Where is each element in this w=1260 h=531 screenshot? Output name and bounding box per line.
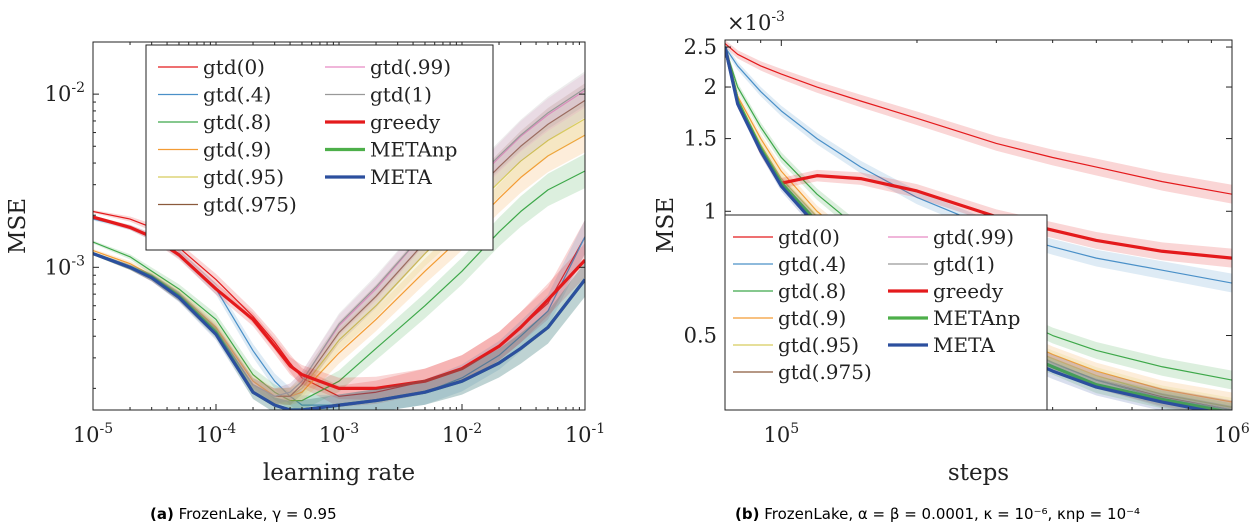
x-tick-label: 10-3 bbox=[319, 421, 359, 447]
x-tick-label: 10-4 bbox=[196, 421, 236, 447]
series-line-gtd(.8) bbox=[93, 170, 585, 402]
legend-label-gtd(.95): gtd(.95) bbox=[203, 165, 284, 189]
x-tick-label: 106 bbox=[1214, 421, 1250, 447]
x-tick-label: 10-2 bbox=[442, 421, 482, 447]
series-band-8 bbox=[725, 43, 1232, 268]
series-band-0 bbox=[93, 210, 585, 407]
x-tick-label: 10-1 bbox=[565, 421, 605, 447]
caption-a-tag: (a) bbox=[150, 505, 174, 523]
chart-panel-b: 105 1060.511.522.5stepsMSE×10-3gtd(0)gtd(… bbox=[653, 9, 1250, 486]
y-multiplier-label: ×10-3 bbox=[727, 9, 785, 35]
legend-label-gtd(0): gtd(0) bbox=[778, 225, 840, 249]
legend-label-gtd(1): gtd(1) bbox=[933, 252, 995, 276]
x-axis-label: learning rate bbox=[263, 460, 415, 486]
caption-b-text: FrozenLake, α = β = 0.0001, κ = 10⁻⁶, κn… bbox=[764, 505, 1141, 523]
legend-label-gtd(1): gtd(1) bbox=[370, 83, 432, 107]
series-band-10 bbox=[93, 252, 585, 410]
series-line-gtd(.4) bbox=[725, 46, 1232, 284]
legend-label-gtd(.99): gtd(.99) bbox=[933, 225, 1014, 249]
y-tick-label: 10-3 bbox=[45, 253, 85, 279]
legend-label-gtd(.9): gtd(.9) bbox=[778, 306, 846, 330]
legend-label-gtd(.4): gtd(.4) bbox=[203, 83, 271, 107]
series-band-3 bbox=[93, 118, 585, 406]
series-band-9 bbox=[93, 252, 585, 410]
legend-label-gtd(0): gtd(0) bbox=[203, 55, 265, 79]
y-tick-label: 2.5 bbox=[684, 35, 717, 59]
y-tick-label: 1 bbox=[704, 199, 717, 223]
series-line-META bbox=[93, 252, 585, 410]
caption-a: (a) FrozenLake, γ = 0.95 bbox=[150, 505, 337, 523]
legend-label-gtd(.9): gtd(.9) bbox=[203, 138, 271, 162]
x-tick-label: 10-5 bbox=[73, 421, 113, 447]
caption-b-tag: (b) bbox=[735, 505, 760, 523]
y-tick-label: 10-2 bbox=[45, 80, 85, 106]
series-band-0 bbox=[725, 40, 1232, 204]
y-axis-label: MSE bbox=[653, 197, 679, 253]
legend-label-gtd(.95): gtd(.95) bbox=[778, 333, 859, 357]
legend-label-gtd(.99): gtd(.99) bbox=[370, 55, 451, 79]
legend-label-gtd(.975): gtd(.975) bbox=[203, 193, 297, 217]
series-line-gtd(.9) bbox=[93, 134, 585, 397]
caption-a-text: FrozenLake, γ = 0.95 bbox=[178, 505, 337, 523]
legend-label-greedy: greedy bbox=[933, 279, 1004, 303]
legend-label-META: META bbox=[370, 165, 432, 189]
x-tick-label: 105 bbox=[763, 421, 799, 447]
legend-label-gtd(.4): gtd(.4) bbox=[778, 252, 846, 276]
legend-label-METAnp: METAnp bbox=[370, 138, 457, 162]
legend-box bbox=[145, 44, 494, 251]
legend-label-METAnp: METAnp bbox=[933, 306, 1020, 330]
legend-box bbox=[724, 214, 1048, 411]
legend: gtd(0) gtd(.4) gtd(.8) gtd(.9) gtd(.95) gtd(.… bbox=[145, 44, 494, 251]
caption-b: (b) FrozenLake, α = β = 0.0001, κ = 10⁻⁶… bbox=[735, 505, 1140, 523]
y-tick-label: 1.5 bbox=[684, 127, 717, 151]
legend-label-META: META bbox=[933, 333, 995, 357]
chart-panel-a: 10-5 10-4 10-3 10-2 10-1 10-3 10-2 learning rat… bbox=[5, 41, 605, 486]
legend-label-gtd(.975): gtd(.975) bbox=[778, 360, 872, 384]
legend-label-gtd(.8): gtd(.8) bbox=[203, 110, 271, 134]
plot-lines bbox=[93, 71, 585, 410]
y-axis-label: MSE bbox=[5, 198, 31, 254]
legend: gtd(0) gtd(.4) gtd(.8) gtd(.9) gtd(.95) gtd(.… bbox=[724, 214, 1048, 411]
legend-label-greedy: greedy bbox=[370, 110, 441, 134]
series-band-5 bbox=[93, 83, 585, 406]
series-line-gtd(0) bbox=[725, 43, 1232, 195]
y-tick-label: 2 bbox=[704, 75, 717, 99]
x-axis-label: steps bbox=[948, 460, 1009, 486]
series-band-1 bbox=[725, 43, 1232, 293]
y-tick-label: 0.5 bbox=[684, 324, 717, 348]
legend-label-gtd(.8): gtd(.8) bbox=[778, 279, 846, 303]
